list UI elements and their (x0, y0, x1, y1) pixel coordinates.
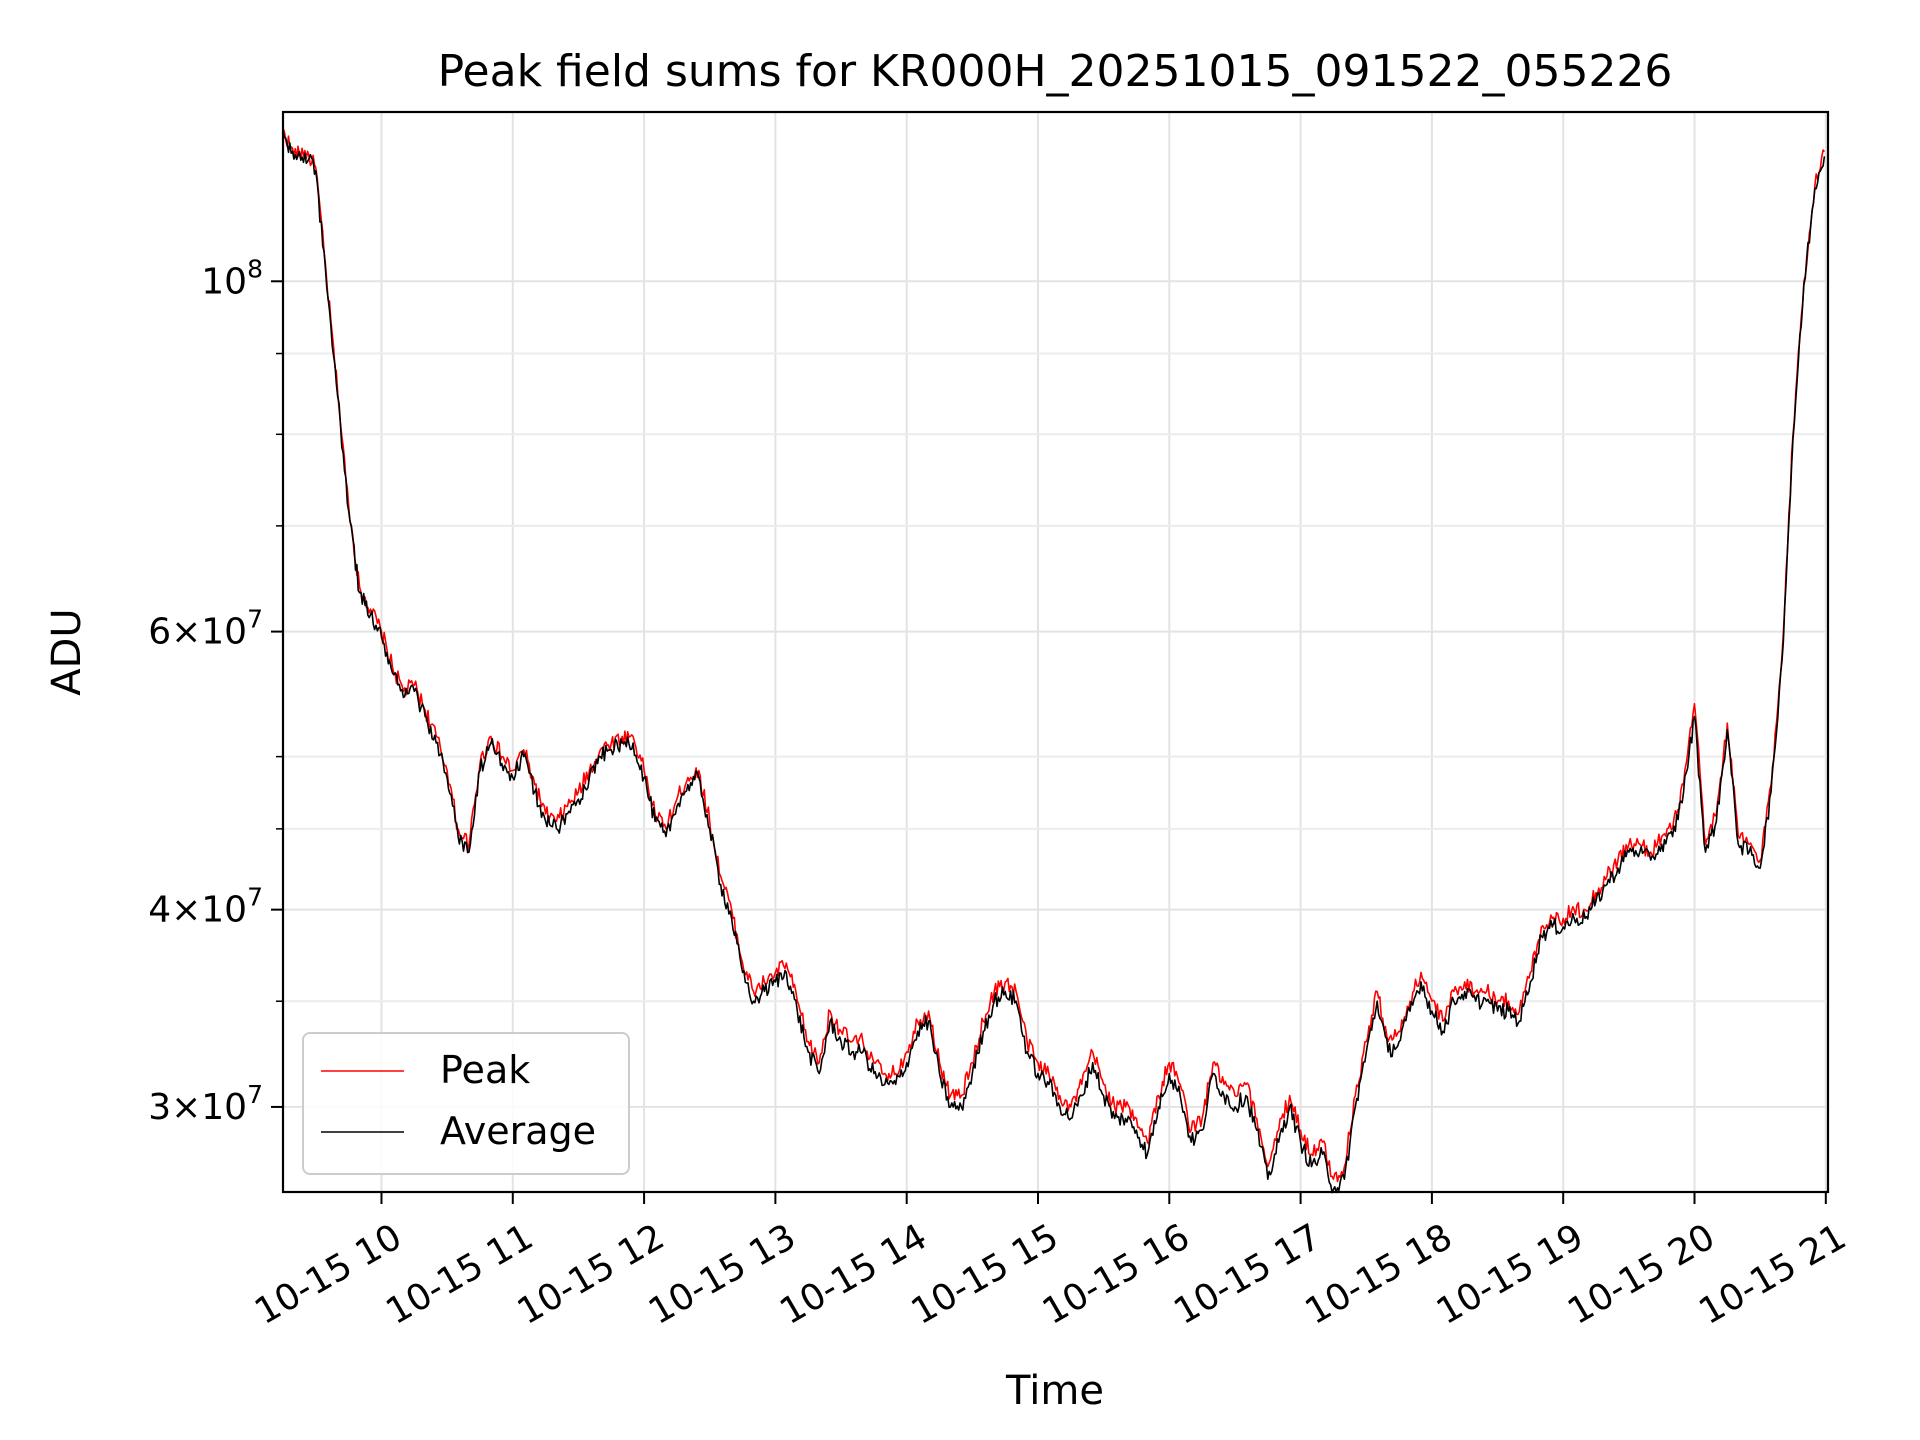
legend-box (302, 1032, 630, 1175)
series-line-peak (282, 127, 1826, 1183)
y-tick-label: 108 (201, 254, 263, 302)
chart-title: Peak field sums for KR000H_20251015_0915… (438, 46, 1673, 97)
x-axis-label: Time (1005, 1368, 1104, 1414)
grid (283, 112, 1828, 1192)
plot-frame (281, 110, 1830, 1194)
y-tick-label: 3×107 (148, 1080, 263, 1128)
y-tick-label: 4×107 (148, 883, 263, 931)
y-tick-label: 6×107 (148, 605, 263, 653)
legend-average-label: Average (440, 1109, 596, 1153)
series-line-average (282, 130, 1826, 1194)
series-layer (282, 127, 1826, 1194)
legend: Peak Average (302, 1032, 630, 1175)
y-axis-label: ADU (44, 608, 90, 695)
legend-peak-label: Peak (440, 1048, 530, 1092)
